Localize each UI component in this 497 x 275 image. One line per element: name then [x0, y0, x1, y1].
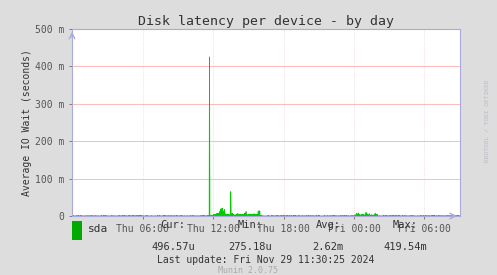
Text: sda: sda [87, 224, 108, 234]
Text: Avg:: Avg: [316, 220, 340, 230]
Text: RRDTOOL / TOBI OETIKER: RRDTOOL / TOBI OETIKER [485, 80, 490, 162]
Text: 275.18u: 275.18u [229, 242, 272, 252]
Text: Max:: Max: [393, 220, 418, 230]
Text: Min:: Min: [238, 220, 263, 230]
Text: 419.54m: 419.54m [384, 242, 427, 252]
Text: Munin 2.0.75: Munin 2.0.75 [219, 266, 278, 275]
Bar [72, 221, 82, 240]
Text: 496.57u: 496.57u [151, 242, 195, 252]
Text: Cur:: Cur: [161, 220, 185, 230]
Text: Last update: Fri Nov 29 11:30:25 2024: Last update: Fri Nov 29 11:30:25 2024 [157, 255, 375, 265]
Y-axis label: Average IO Wait (seconds): Average IO Wait (seconds) [22, 49, 32, 196]
Text: 2.62m: 2.62m [312, 242, 343, 252]
Title: Disk latency per device - by day: Disk latency per device - by day [138, 15, 394, 28]
